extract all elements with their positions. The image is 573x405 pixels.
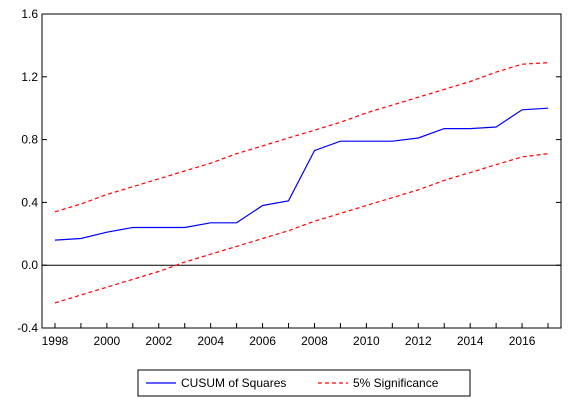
x-tick-label: 1998 <box>42 334 69 348</box>
significance-lower-line <box>54 153 549 304</box>
legend-box <box>137 369 471 397</box>
cusum-line <box>54 107 549 241</box>
x-tick-label: 2016 <box>509 334 536 348</box>
y-tick-label: -0.4 <box>17 321 38 335</box>
x-tick-label: 2014 <box>457 334 484 348</box>
x-tick-label: 2008 <box>301 334 328 348</box>
y-tick-label: 1.2 <box>21 70 38 84</box>
x-tick-label: 2012 <box>405 334 432 348</box>
legend-label: 5% Significance <box>353 376 439 390</box>
y-tick-label: 1.6 <box>21 7 38 21</box>
x-tick-label: 2002 <box>145 334 172 348</box>
legend: CUSUM of Squares 5% Significance <box>137 369 471 397</box>
x-tick-label: 2000 <box>94 334 121 348</box>
y-tick-label: 0.4 <box>21 195 38 209</box>
y-tick-label: 0.8 <box>21 133 38 147</box>
plot-frame <box>41 13 562 329</box>
legend-label: CUSUM of Squares <box>181 376 286 390</box>
y-tick-label: 0.0 <box>21 258 38 272</box>
x-tick-label: 2006 <box>249 334 276 348</box>
x-tick-label: 2004 <box>197 334 224 348</box>
axes: -0.4 0.0 0.4 0.8 1.2 1.6 1998 2000 2002 2004 2006 2… <box>17 7 561 348</box>
significance-upper-line <box>54 62 549 213</box>
series-layer <box>54 62 549 304</box>
plot-area <box>41 13 562 329</box>
x-tick-label: 2010 <box>353 334 380 348</box>
